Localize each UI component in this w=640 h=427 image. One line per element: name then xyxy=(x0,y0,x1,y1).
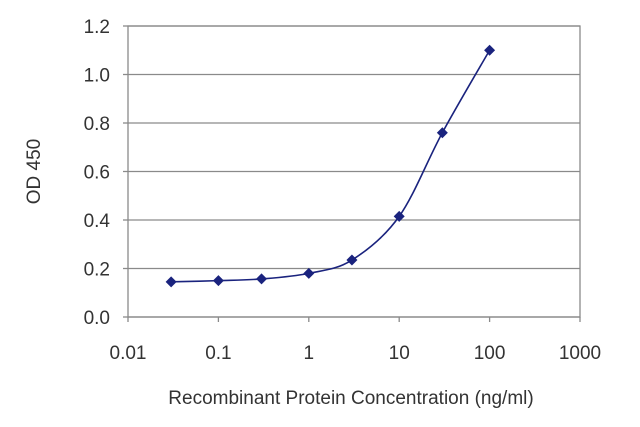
y-axis-ticks: 0.0 0.2 0.4 0.6 0.8 1.0 1.2 xyxy=(84,17,128,329)
x-tick-label: 1 xyxy=(304,343,315,364)
y-axis-title: OD 450 xyxy=(24,139,45,204)
x-axis-ticks: 0.01 0.1 1 10 100 1000 xyxy=(110,317,601,364)
data-point xyxy=(165,276,177,288)
data-point xyxy=(393,210,405,222)
data-point xyxy=(436,127,448,139)
data-point xyxy=(484,44,496,56)
x-axis-title: Recombinant Protein Concentration (ng/ml… xyxy=(168,388,533,409)
x-tick-label: 0.01 xyxy=(110,343,147,364)
x-tick-label: 100 xyxy=(474,343,506,364)
y-tick-label: 0.0 xyxy=(84,308,110,329)
y-tick-label: 0.8 xyxy=(84,114,110,135)
series-line xyxy=(171,49,491,283)
x-tick-label: 0.1 xyxy=(205,343,231,364)
data-point xyxy=(256,273,268,285)
y-tick-label: 0.2 xyxy=(84,260,110,281)
data-point xyxy=(212,275,224,287)
x-tick-label: 10 xyxy=(389,343,410,364)
y-tick-label: 0.4 xyxy=(84,211,111,232)
y-tick-label: 1.0 xyxy=(84,66,110,87)
y-tick-label: 0.6 xyxy=(84,163,110,184)
grid-lines xyxy=(128,25,580,318)
data-point xyxy=(346,254,358,266)
data-point xyxy=(303,267,315,279)
x-tick-label: 1000 xyxy=(559,343,601,364)
y-tick-label: 1.2 xyxy=(84,17,110,38)
series-layer xyxy=(165,44,496,288)
